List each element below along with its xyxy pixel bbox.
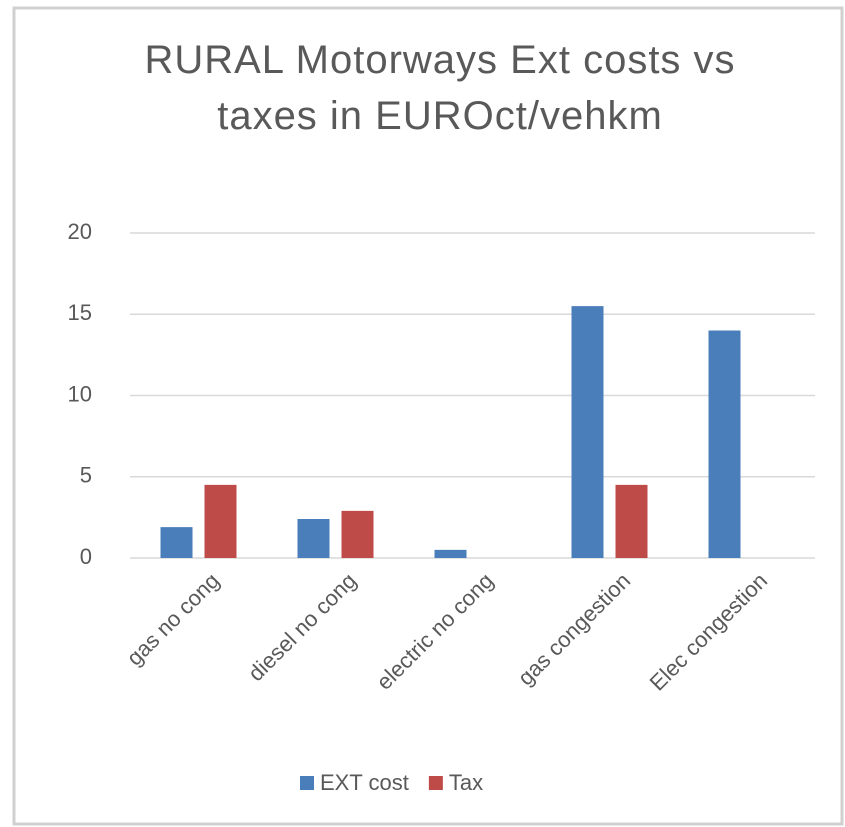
x-tick-label: Elec congestion: [645, 568, 773, 696]
x-tick-label: gas no cong: [122, 568, 224, 670]
legend-label: EXT cost: [320, 770, 409, 795]
bar: [571, 306, 604, 558]
bar: [434, 549, 467, 558]
bar: [341, 510, 374, 558]
y-tick-label: 20: [68, 219, 92, 244]
chart-border: [12, 6, 844, 826]
x-tick-label: electric no cong: [372, 568, 499, 695]
y-tick-label: 5: [80, 463, 92, 488]
y-tick-label: 0: [80, 544, 92, 569]
legend-label: Tax: [449, 770, 483, 795]
bar: [204, 484, 237, 558]
y-tick-label: 15: [68, 300, 92, 325]
x-tick-label: diesel no cong: [243, 568, 361, 686]
bar: [615, 484, 648, 558]
x-tick-label: gas congestion: [513, 568, 635, 690]
chart-title: RURAL Motorways Ext costs vs taxes in EU…: [144, 38, 736, 138]
y-tick-label: 10: [68, 381, 92, 406]
legend-swatch: [300, 776, 314, 790]
legend-swatch: [428, 776, 443, 790]
bar: [297, 519, 330, 558]
bar: [708, 330, 741, 558]
bar: [160, 527, 193, 558]
